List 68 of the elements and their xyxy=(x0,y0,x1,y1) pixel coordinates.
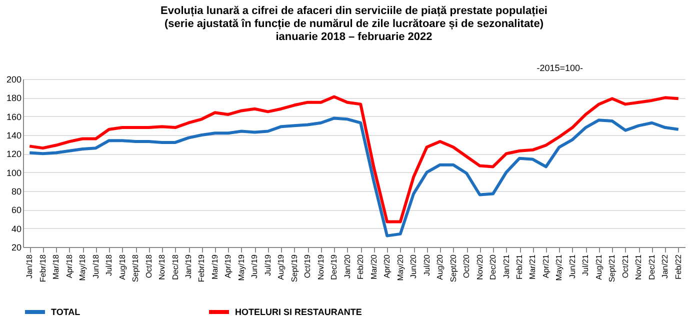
x-tick-label: Oct/21 xyxy=(620,254,630,278)
x-tick-label: Apr/20 xyxy=(382,254,392,278)
x-tick-label: Jan/19 xyxy=(184,254,193,279)
x-tick-label: Aug/19 xyxy=(276,254,286,280)
x-tick-label: Aug/20 xyxy=(436,254,445,280)
x-tick-label: Apr/21 xyxy=(541,254,550,278)
x-tick-label: May/21 xyxy=(554,254,564,281)
line-series xyxy=(28,116,680,238)
x-tick-label: Mar/21 xyxy=(528,254,538,280)
x-tick-label: Jan/22 xyxy=(660,254,670,279)
x-tick-label: Dec/18 xyxy=(170,254,180,280)
x-tick-label: Febr/18 xyxy=(38,254,48,282)
x-tick-label: Nov/20 xyxy=(475,254,484,280)
x-tick-label: Feb/22 xyxy=(674,254,683,280)
x-tick-label: Oct/20 xyxy=(462,254,472,278)
text: (serie ajustată în funcție de numărul de zile lucrătoare și de sezonalitate) xyxy=(164,18,544,30)
text: ianuarie 2018 – februarie 2022 xyxy=(276,31,432,43)
x-tick-label: Febr/19 xyxy=(197,254,206,282)
x-tick-label: Jul/20 xyxy=(422,254,432,276)
legend-label: TOTAL xyxy=(51,307,81,317)
x-tick-label: Nov/19 xyxy=(316,254,326,280)
x-tick-label: May/18 xyxy=(78,254,88,281)
x-tick-label: May/19 xyxy=(236,254,246,281)
x-tick-label: Oct/18 xyxy=(144,254,154,278)
y-tick-label: 100 xyxy=(6,168,22,178)
x-tick-label: Apr/19 xyxy=(224,254,233,278)
x-tick-label: Nov/21 xyxy=(634,254,644,280)
x-tick-label: Mar/18 xyxy=(52,254,61,280)
x-tick-label: Feb/21 xyxy=(515,254,524,280)
x-tick-label: Mar/19 xyxy=(210,254,220,280)
y-tick-label: 80 xyxy=(11,186,22,196)
x-tick-label: Jun/19 xyxy=(250,254,260,279)
y-tick-label: 200 xyxy=(6,74,22,84)
x-tick-label: Dec/19 xyxy=(330,254,339,280)
y-tick-label: 40 xyxy=(11,224,22,234)
x-tick-label: May/20 xyxy=(396,254,405,281)
x-tick-label: Sept/20 xyxy=(448,254,458,282)
y-tick-label: 120 xyxy=(6,149,22,160)
x-tick-label: Dec/20 xyxy=(488,254,498,280)
x-tick-label: Sept/21 xyxy=(608,254,617,282)
y-tick-label: 160 xyxy=(6,112,22,122)
y-tick-label: 180 xyxy=(6,93,22,104)
x-tick-label: Dec/21 xyxy=(647,254,656,280)
y-tick-label: 140 xyxy=(6,130,22,140)
x-tick-label: Jul/19 xyxy=(263,254,272,276)
x-tick-label: Jan/18 xyxy=(25,254,34,279)
x-tick-label: Sept/19 xyxy=(290,254,299,282)
x-tick-label: Aug/21 xyxy=(594,254,604,280)
x-tick-label: Jul/21 xyxy=(581,254,590,276)
x-tick-label: Oct/19 xyxy=(303,254,312,278)
x-tick-label: Jun/20 xyxy=(409,254,418,279)
y-tick-label: 60 xyxy=(11,205,22,216)
x-tick-label: Sept/18 xyxy=(131,254,140,282)
line-series xyxy=(28,95,680,224)
x-tick-label: Jan/21 xyxy=(502,254,511,279)
x-tick-label: Aug/18 xyxy=(118,254,127,280)
text: Evoluția lunară a cifrei de afaceri din serviciile de piață prestate populației xyxy=(160,5,548,17)
x-tick-label: Feb/20 xyxy=(356,254,366,280)
x-tick-label: Apr/18 xyxy=(64,254,74,278)
x-tick-label: Jan/20 xyxy=(342,254,352,279)
x-tick-label: Jun/21 xyxy=(568,254,577,279)
legend-label: HOTELURI SI RESTAURANTE xyxy=(235,307,362,317)
x-tick-label: Mar/20 xyxy=(369,254,378,280)
x-tick-label: Nov/18 xyxy=(158,254,167,280)
x-tick-label: Jun/18 xyxy=(91,254,100,279)
text: -2015=100- xyxy=(536,63,583,73)
x-tick-label: Jul/18 xyxy=(104,254,114,276)
y-tick-label: 20 xyxy=(11,242,22,252)
